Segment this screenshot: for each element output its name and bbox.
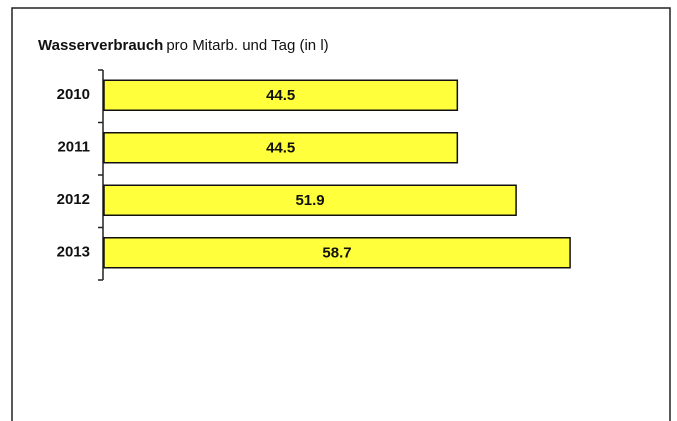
bar <box>103 237 571 269</box>
data-label: 51.9 <box>295 192 324 209</box>
data-label: 58.7 <box>322 245 351 262</box>
title-rest: pro Mitarb. und Tag (in l) <box>166 37 328 54</box>
y-tick-label: 2012 <box>57 191 90 208</box>
title-bold: Wasserverbrauch <box>38 37 163 54</box>
chart-title: Wasserverbrauch pro Mitarb. und Tag (in l… <box>38 37 329 54</box>
y-tick-label: 2011 <box>57 139 90 156</box>
bar <box>103 132 459 164</box>
y-tick-label: 2010 <box>57 86 90 103</box>
bar <box>103 184 517 216</box>
data-label: 44.5 <box>266 87 295 104</box>
frame <box>11 7 671 421</box>
y-tick-label: 2013 <box>57 244 90 261</box>
data-label: 44.5 <box>266 140 295 157</box>
bar <box>103 79 459 111</box>
